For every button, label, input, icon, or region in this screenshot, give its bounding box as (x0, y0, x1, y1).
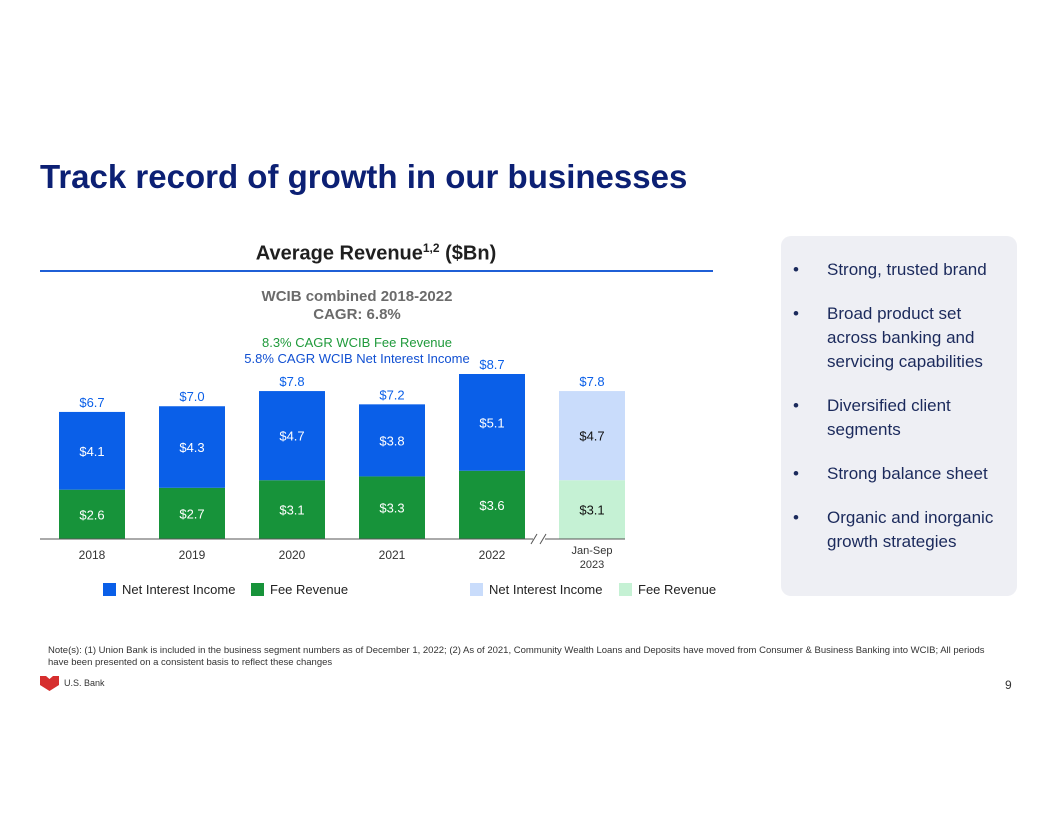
x-tick-label: 2018 (79, 548, 106, 562)
data-label-nii: $4.3 (179, 440, 204, 455)
highlights-list: Strong, trusted brand Broad product set … (793, 258, 1013, 574)
bar-fee-revenue (559, 480, 625, 539)
data-label-total: $7.8 (579, 374, 604, 389)
bar-fee-revenue (59, 489, 125, 539)
legend-swatch-nii (103, 582, 116, 596)
cagr-fee-revenue: 8.3% CAGR WCIB Fee Revenue (261, 335, 453, 350)
x-tick-label: 2022 (479, 548, 506, 562)
bar-fee-revenue (259, 480, 325, 539)
page-title: Track record of growth in our businesses (40, 158, 688, 195)
data-label-fee: $3.1 (579, 503, 604, 518)
bar-net-interest-income (59, 411, 125, 490)
axis-break-mark (539, 533, 547, 545)
x-tick-label: 2023 (580, 559, 604, 571)
bar-fee-revenue (459, 470, 525, 539)
highlights-panel: Strong, trusted brand Broad product set … (781, 236, 1017, 596)
x-tick-label: Jan-Sep (572, 545, 613, 557)
axis-break-mark (530, 533, 538, 545)
data-label-nii: $3.8 (379, 433, 404, 448)
data-label-fee: $2.6 (79, 507, 104, 522)
bar-net-interest-income (359, 404, 425, 477)
chart-title-footnote-ref: 1,2 (422, 241, 440, 255)
legend-fee-revenue-partial: Fee Revenue (619, 580, 716, 598)
highlight-item: Organic and inorganic growth strategies (793, 506, 1013, 554)
x-tick-label: 2020 (279, 548, 306, 562)
data-label-total: $7.0 (179, 389, 204, 404)
data-label-fee: $3.6 (479, 498, 504, 513)
legend-label: Fee Revenue (638, 581, 717, 597)
highlight-item: Broad product set across banking and ser… (793, 302, 1013, 374)
cagr-net-interest-income: 5.8% CAGR WCIB Net Interest Income (244, 351, 470, 366)
data-label-fee: $2.7 (179, 506, 204, 521)
legend-swatch-fee-partial (619, 582, 632, 596)
data-label-nii: $5.1 (479, 415, 504, 430)
legend-label: Net Interest Income (122, 581, 236, 597)
data-label-total: $7.8 (279, 374, 304, 389)
data-label-fee: $3.3 (379, 501, 404, 516)
revenue-bar-chart: $2.6 $4.1 $6.7 2018 $2.7 $4.3 $7.0 2019 $3.1 $4.7… (40, 357, 625, 571)
highlight-item: Strong, trusted brand (793, 258, 1013, 282)
chart-title-main: Average Revenue (255, 242, 423, 265)
data-label-nii: $4.7 (279, 429, 304, 444)
bar-net-interest-income (559, 391, 625, 481)
legend-label: Net Interest Income (489, 581, 603, 597)
legend-net-interest-income-partial: Net Interest Income (470, 580, 602, 598)
highlight-item: Diversified client segments (793, 394, 1013, 442)
page-number: 9 (1005, 678, 1012, 692)
logo-text: U.S. Bank (64, 678, 105, 688)
data-label-total: $6.7 (79, 395, 104, 410)
data-label-total: $8.7 (479, 357, 504, 372)
data-label-fee: $3.1 (279, 503, 304, 518)
legend-label: Fee Revenue (270, 581, 349, 597)
bar-fee-revenue (359, 476, 425, 539)
x-tick-label: 2021 (379, 548, 406, 562)
chart-title: Average Revenue1,2 ($Bn) (40, 241, 712, 266)
us-bank-shield-icon (40, 676, 59, 691)
bar-net-interest-income (159, 406, 225, 488)
x-tick-label: 2019 (179, 548, 206, 562)
data-label-nii: $4.1 (79, 444, 104, 459)
legend-net-interest-income: Net Interest Income (103, 580, 235, 598)
highlight-item: Strong balance sheet (793, 462, 1013, 486)
bar-net-interest-income (459, 374, 525, 471)
cagr-combined-line2: CAGR: 6.8% (313, 306, 401, 323)
cagr-combined-line1: WCIB combined 2018-2022 (261, 288, 453, 305)
data-label-total: $7.2 (379, 387, 404, 402)
legend-swatch-nii-partial (470, 582, 483, 596)
data-label-nii: $4.7 (579, 429, 604, 444)
bar-net-interest-income (259, 391, 325, 481)
legend-fee-revenue: Fee Revenue (251, 580, 348, 598)
footnote: Note(s): (1) Union Bank is included in t… (48, 645, 985, 668)
bar-fee-revenue (159, 487, 225, 539)
chart-title-rule (40, 270, 713, 272)
chart-title-unit: ($Bn) (439, 242, 497, 265)
legend-swatch-fee (251, 582, 264, 596)
